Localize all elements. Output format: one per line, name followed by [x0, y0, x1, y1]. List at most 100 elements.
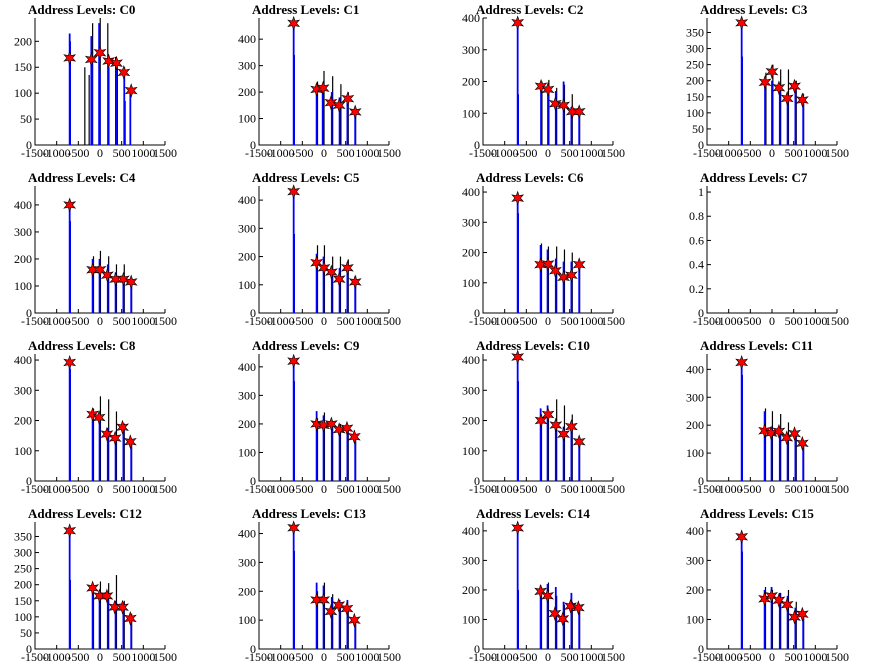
peak-marker: [511, 190, 525, 206]
y-tick-label: 0: [250, 642, 256, 656]
y-tick-label: 0: [698, 474, 704, 488]
peak-marker: [116, 599, 129, 615]
x-tick-label: 0: [321, 314, 327, 328]
peak-marker: [93, 262, 107, 278]
y-tick-label: 100: [238, 112, 256, 126]
peak-marker: [310, 255, 324, 271]
x-tick-label: -500: [515, 314, 537, 328]
x-tick-label: 0: [97, 482, 103, 496]
y-tick-label: 100: [238, 613, 256, 627]
chart-title: Address Levels: C1: [252, 2, 359, 17]
x-tick-label: 500: [337, 482, 355, 496]
y-tick-label: 100: [238, 445, 256, 459]
y-tick-label: 0.4: [689, 258, 704, 272]
y-tick-label: 50: [692, 122, 704, 136]
x-tick-label: 1500: [153, 650, 177, 664]
peak-marker: [795, 92, 809, 108]
histogram-svg: Address Levels: C3 0 50 100 150 200 250 300 350 -…: [686, 2, 849, 160]
peak-marker: [108, 430, 122, 446]
peak-marker: [548, 96, 562, 112]
histogram-svg: Address Levels: C15 0 100 200 300 400 -1500-10…: [686, 506, 849, 664]
x-tick-label: 1500: [825, 146, 849, 160]
x-tick-label: -1500: [245, 146, 273, 160]
y-tick-label: 300: [686, 390, 704, 404]
peak-marker: [287, 353, 301, 369]
x-tick-label: 1500: [601, 314, 625, 328]
x-tick-label: -1000: [491, 314, 519, 328]
x-tick-label: -500: [515, 650, 537, 664]
peak-marker: [348, 104, 362, 120]
x-tick-label: 500: [113, 146, 131, 160]
peak-marker: [541, 82, 555, 97]
x-tick-label: 0: [769, 146, 775, 160]
peak-marker: [534, 583, 548, 599]
x-tick-label: 0: [97, 314, 103, 328]
x-tick-label: -1500: [469, 650, 497, 664]
peak-marker: [84, 52, 98, 67]
x-tick-label: -500: [739, 146, 761, 160]
histogram-svg: Address Levels: C4 0 100 200 300 400 -1500-100…: [14, 170, 177, 328]
histogram-panel: Address Levels: C4 0 100 200 300 400 -1500 -100…: [0, 168, 224, 336]
x-tick-label: 0: [545, 146, 551, 160]
x-tick-label: 1500: [377, 314, 401, 328]
x-tick-label: 1000: [355, 650, 379, 664]
x-tick-label: -1500: [21, 146, 49, 160]
peak-marker: [557, 426, 571, 442]
peak-marker: [541, 588, 555, 604]
x-tick-label: -1000: [715, 314, 743, 328]
peak-marker: [758, 423, 772, 439]
x-tick-label: -1500: [469, 314, 497, 328]
y-tick-label: 400: [462, 353, 480, 367]
x-tick-label: -500: [291, 146, 313, 160]
x-tick-label: 1500: [601, 146, 625, 160]
peak-marker: [63, 197, 77, 213]
x-tick-label: 500: [561, 482, 579, 496]
peak-marker: [549, 417, 563, 433]
x-tick-label: -1000: [715, 146, 743, 160]
x-tick-label: 1000: [803, 314, 827, 328]
histogram-panel: Address Levels: C6 0 100 200 300 400 -1500 -100…: [448, 168, 672, 336]
y-tick-label: 100: [686, 612, 704, 626]
histogram-svg: Address Levels: C2 0 100 200 300 400 -1500-100…: [462, 2, 625, 160]
histogram-panel: Address Levels: C14 0 100 200 300 400 -1500 -10…: [448, 504, 672, 672]
x-tick-label: 1000: [803, 146, 827, 160]
peak-marker: [340, 260, 354, 276]
x-tick-label: -1000: [715, 650, 743, 664]
histogram-svg: Address Levels: C5 0 100 200 300 400 -1500-100…: [238, 170, 401, 328]
y-tick-label: 0: [26, 306, 32, 320]
y-tick-label: 250: [14, 562, 32, 576]
y-tick-label: 200: [14, 252, 32, 266]
peak-marker: [780, 597, 794, 613]
y-tick-label: 300: [14, 546, 32, 560]
x-tick-label: -500: [67, 482, 89, 496]
y-tick-label: 150: [14, 594, 32, 608]
x-tick-label: -1500: [21, 482, 49, 496]
histogram-svg: Address Levels: C9 0 100 200 300 400 -1500-100…: [238, 338, 401, 496]
x-tick-label: 0: [769, 650, 775, 664]
histogram-svg: Address Levels: C0 0 50 100 150 200 -1500-1000…: [14, 2, 177, 160]
y-tick-label: 300: [238, 555, 256, 569]
x-tick-label: 500: [113, 650, 131, 664]
peak-marker: [324, 604, 338, 619]
x-tick-label: -1500: [245, 314, 273, 328]
y-tick-label: 0: [474, 306, 480, 320]
y-tick-label: 200: [462, 583, 480, 597]
peak-marker: [564, 419, 578, 434]
y-tick-label: 200: [238, 85, 256, 99]
peak-marker: [332, 597, 346, 613]
chart-title: Address Levels: C0: [28, 2, 135, 17]
y-tick-label: 1: [698, 185, 704, 199]
x-tick-label: 0: [769, 314, 775, 328]
y-tick-label: 400: [462, 524, 480, 538]
x-tick-label: 500: [785, 482, 803, 496]
x-tick-label: -500: [291, 314, 313, 328]
y-tick-label: 400: [238, 527, 256, 541]
y-tick-label: 200: [238, 250, 256, 264]
y-tick-label: 0: [698, 642, 704, 656]
x-tick-label: -1500: [469, 482, 497, 496]
x-tick-label: -500: [739, 482, 761, 496]
y-tick-label: 0: [474, 138, 480, 152]
peak-marker: [124, 274, 138, 290]
x-tick-label: 1000: [355, 482, 379, 496]
y-tick-label: 300: [238, 221, 256, 235]
